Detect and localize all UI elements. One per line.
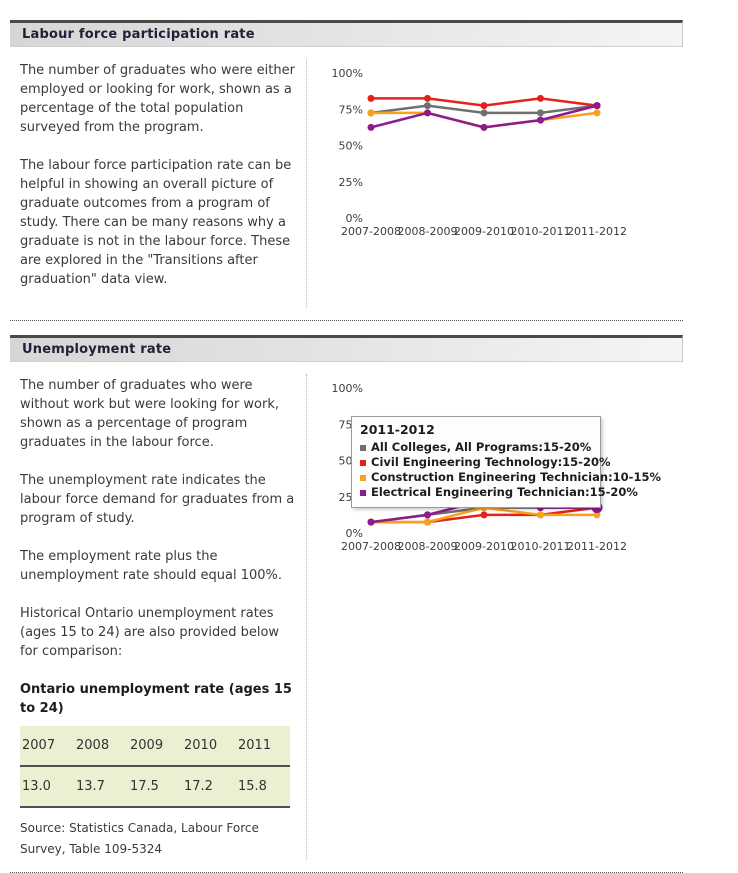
table-value-cell: 13.7 <box>74 766 128 808</box>
data-point[interactable] <box>593 511 601 519</box>
data-point[interactable] <box>424 109 431 117</box>
tooltip-title: 2011-2012 <box>360 422 435 437</box>
series-color-swatch-icon <box>360 459 366 466</box>
paragraph: The number of graduates who were either … <box>20 63 295 135</box>
tooltip-row: Construction Engineering Technician:10-1… <box>360 470 661 485</box>
table-year-cell: 2007 <box>20 726 74 767</box>
y-axis-tick-label: 0% <box>346 527 363 540</box>
tooltip-row-label: All Colleges, All Programs:15-20% <box>371 440 592 454</box>
table-year-cell: 2010 <box>182 726 236 767</box>
data-point[interactable] <box>537 94 544 102</box>
section-title: Unemployment rate <box>22 342 172 357</box>
section-title: Labour force participation rate <box>22 27 255 42</box>
y-axis-tick-label: 75% <box>339 103 363 116</box>
y-axis-tick-label: 0% <box>346 212 363 225</box>
table-year-cell: 2008 <box>74 726 128 767</box>
tooltip-row-label: Civil Engineering Technology:15-20% <box>371 455 611 469</box>
paragraph: The labour force participation rate can … <box>20 158 292 287</box>
ontario-table-title: Ontario unemployment rate (ages 15 to 24… <box>20 682 292 716</box>
table-source-note: Source: Statistics Canada, Labour Force … <box>20 821 259 856</box>
section-body: The number of graduates who were without… <box>10 362 683 866</box>
x-axis-tick-label: 2007-2008 <box>341 225 401 238</box>
data-point[interactable] <box>424 518 431 526</box>
data-point[interactable] <box>537 109 544 117</box>
tooltip-row: Electrical Engineering Technician:15-20% <box>360 485 638 500</box>
tooltip-row-label: Construction Engineering Technician:10-1… <box>371 470 661 484</box>
data-point[interactable] <box>367 518 375 526</box>
ontario-unemployment-table: 2007 2008 2009 2010 2011 13.0 13.7 17.5 17.2 15.… <box>20 726 290 808</box>
chart-tooltip: 2011-2012 All Colleges, All Programs:15-… <box>351 416 661 508</box>
x-axis-tick-label: 2011-2012 <box>567 540 627 553</box>
series-color-swatch-icon <box>360 444 366 451</box>
data-point[interactable] <box>480 123 488 131</box>
section-labour-force-participation: Labour force participation rate The numb… <box>10 20 683 321</box>
data-point[interactable] <box>367 123 375 131</box>
participation-rate-chart: 0% 25% 50% 75% 100% 2007-20082008-20092009-20… <box>332 67 627 238</box>
paragraph: Historical Ontario unemployment rates (a… <box>20 606 280 659</box>
data-point[interactable] <box>367 109 375 117</box>
section-header: Labour force participation rate <box>10 20 683 47</box>
data-point[interactable] <box>480 102 488 110</box>
section-body: The number of graduates who were either … <box>10 47 683 314</box>
table-year-cell: 2011 <box>236 726 290 767</box>
tooltip-rows: All Colleges, All Programs:15-20% Civil E… <box>360 440 661 500</box>
series-color-swatch-icon <box>360 489 366 496</box>
data-point[interactable] <box>537 511 544 519</box>
x-axis-tick-label: 2008-2009 <box>398 540 458 553</box>
paragraph: The number of graduates who were without… <box>20 378 280 450</box>
section-unemployment-rate: Unemployment rate The number of graduate… <box>10 335 683 873</box>
x-axis-tick-label: 2007-2008 <box>341 540 401 553</box>
page: Labour force participation rate The numb… <box>10 20 683 873</box>
x-axis-tick-label: 2009-2010 <box>454 225 514 238</box>
y-axis-tick-label: 25% <box>339 176 363 189</box>
table-year-cell: 2009 <box>128 726 182 767</box>
x-axis-tick-label: 2009-2010 <box>454 540 514 553</box>
x-axis-tick-label: 2010-2011 <box>511 225 571 238</box>
tooltip-row: Civil Engineering Technology:15-20% <box>360 455 610 470</box>
paragraph: The unemployment rate indicates the labo… <box>20 473 295 526</box>
data-point[interactable] <box>424 511 431 519</box>
table-value-cell: 15.8 <box>236 766 290 808</box>
table-value-row: 13.0 13.7 17.5 17.2 15.8 <box>20 766 290 808</box>
series-color-swatch-icon <box>360 474 366 481</box>
tooltip-row: All Colleges, All Programs:15-20% <box>360 440 592 455</box>
table-value-cell: 17.2 <box>182 766 236 808</box>
table-value-cell: 13.0 <box>20 766 74 808</box>
data-point[interactable] <box>593 109 601 117</box>
table-year-row: 2007 2008 2009 2010 2011 <box>20 726 290 767</box>
unemployment-rate-chart: 0%25%50%75%100%2007-20082008-20092009-20… <box>332 382 627 553</box>
description-text: The number of graduates who were without… <box>12 374 306 860</box>
data-point[interactable] <box>424 94 431 102</box>
data-point[interactable] <box>537 116 544 124</box>
x-axis-tick-label: 2011-2012 <box>567 225 627 238</box>
x-axis-tick-label: 2008-2009 <box>398 225 458 238</box>
section-header: Unemployment rate <box>10 335 683 362</box>
y-axis-tick-label: 100% <box>332 67 363 80</box>
y-axis-tick-label: 50% <box>339 140 363 153</box>
chart-area: 0%25%50%75%100%2007-20082008-20092009-20… <box>306 374 683 860</box>
table-value-cell: 17.5 <box>128 766 182 808</box>
paragraph: The employment rate plus the unemploymen… <box>20 549 283 583</box>
x-axis-tick-label: 2010-2011 <box>511 540 571 553</box>
tooltip-row-label: Electrical Engineering Technician:15-20% <box>371 485 638 499</box>
data-point[interactable] <box>367 94 375 102</box>
data-point[interactable] <box>480 109 488 117</box>
data-point[interactable] <box>424 102 431 110</box>
description-text: The number of graduates who were either … <box>12 59 306 308</box>
data-point[interactable] <box>480 511 488 519</box>
y-axis-tick-label: 100% <box>332 382 363 395</box>
data-point[interactable] <box>593 102 601 110</box>
